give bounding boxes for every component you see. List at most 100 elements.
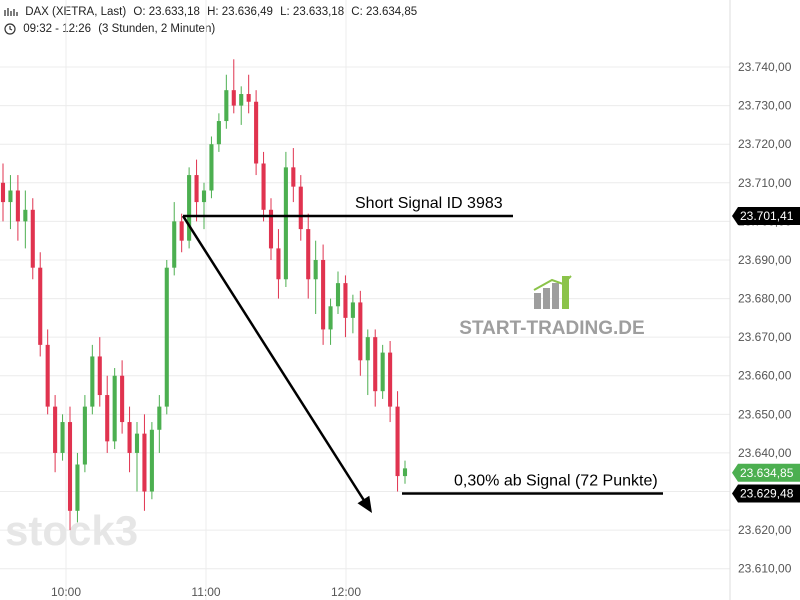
candle bbox=[142, 414, 147, 511]
candle-body bbox=[82, 406, 87, 465]
price-badge-bg bbox=[732, 206, 800, 225]
candle bbox=[179, 213, 184, 253]
candle-body bbox=[298, 186, 303, 230]
candle-body bbox=[380, 352, 385, 392]
high-value: H: 23.636,49 bbox=[207, 6, 273, 18]
trend-arrow bbox=[181, 215, 367, 504]
candle-body bbox=[350, 302, 355, 318]
start-trading-watermark: START-TRADING.DE bbox=[459, 318, 644, 339]
candle-body bbox=[291, 167, 296, 187]
candle bbox=[53, 395, 58, 473]
candle bbox=[395, 391, 400, 492]
candle bbox=[246, 74, 251, 114]
candle-body bbox=[321, 259, 326, 330]
candle-body bbox=[358, 302, 363, 361]
candle-body bbox=[90, 356, 95, 407]
candle-body bbox=[261, 163, 266, 210]
chart-menu-icon[interactable] bbox=[4, 7, 18, 17]
candle-body bbox=[216, 121, 221, 145]
y-tick-label: 23.640,00 bbox=[738, 446, 792, 460]
candle bbox=[8, 175, 13, 230]
candle-body bbox=[97, 356, 102, 396]
stock3-watermark: stock3 bbox=[5, 507, 138, 554]
x-tick-label: 12:00 bbox=[331, 585, 361, 599]
candle bbox=[75, 452, 80, 523]
time-range-row: 09:32 - 12:26 (3 Stunden, 2 Minuten) bbox=[4, 23, 219, 35]
candle-body bbox=[246, 94, 251, 102]
start-trading-logo-icon bbox=[533, 275, 572, 309]
candle-body bbox=[67, 422, 73, 511]
candle bbox=[373, 329, 378, 407]
y-tick-label: 23.680,00 bbox=[738, 292, 792, 306]
price-badge: 23.701,41 bbox=[732, 206, 800, 225]
candle bbox=[388, 341, 393, 423]
candle bbox=[172, 202, 177, 276]
price-badges: 23.701,41 23.634,85 23.629,48 bbox=[732, 206, 800, 503]
annotations-group: Short Signal ID 3983 0,30% ab Signal (72… bbox=[181, 195, 663, 513]
short-signal-label: Short Signal ID 3983 bbox=[355, 195, 503, 212]
candle bbox=[239, 86, 244, 125]
candle-body bbox=[164, 267, 169, 407]
candle bbox=[261, 151, 266, 222]
candle bbox=[194, 159, 199, 222]
y-tick-label: 23.720,00 bbox=[738, 137, 792, 151]
candle bbox=[350, 294, 355, 334]
candle bbox=[298, 175, 303, 241]
price-badge-bg bbox=[732, 484, 800, 503]
instrument-name: DAX (XETRA, Last) bbox=[25, 6, 127, 18]
candle bbox=[201, 182, 207, 230]
candle-body bbox=[306, 229, 311, 280]
candle-body bbox=[373, 337, 378, 392]
candle bbox=[402, 460, 408, 484]
candle bbox=[164, 259, 169, 415]
candle-body bbox=[8, 190, 13, 203]
candle bbox=[0, 163, 6, 222]
candle-body bbox=[328, 306, 333, 330]
y-tick-label: 23.610,00 bbox=[738, 562, 792, 576]
candle-body bbox=[268, 209, 274, 249]
candle bbox=[97, 337, 102, 407]
candle-body bbox=[283, 167, 288, 280]
close-value: C: 23.634,85 bbox=[351, 6, 418, 18]
candle bbox=[60, 414, 65, 461]
candle bbox=[306, 213, 311, 299]
candle-body bbox=[75, 464, 80, 511]
duration: (3 Stunden, 2 Minuten) bbox=[98, 23, 216, 36]
candle-body bbox=[313, 259, 318, 280]
candle-body bbox=[335, 283, 341, 307]
candle bbox=[268, 198, 274, 260]
candle-body bbox=[187, 175, 192, 241]
candle-body bbox=[157, 406, 162, 430]
candle bbox=[67, 406, 73, 531]
candle bbox=[23, 190, 28, 249]
chart-header: DAX (XETRA, Last) O: 23.633,18 H: 23.636… bbox=[4, 6, 421, 18]
candle bbox=[291, 148, 296, 203]
candle-body bbox=[149, 429, 154, 492]
candle-body bbox=[209, 144, 214, 191]
x-tick-label: 11:00 bbox=[191, 585, 220, 599]
low-value: L: 23.633,18 bbox=[280, 6, 345, 18]
candle bbox=[15, 175, 20, 241]
candle-body bbox=[30, 209, 35, 268]
candle bbox=[134, 422, 140, 492]
candle bbox=[358, 290, 363, 376]
y-tick-label: 23.650,00 bbox=[738, 407, 792, 421]
candle bbox=[209, 136, 214, 199]
candle-body bbox=[105, 395, 110, 442]
price-badge-label: 23.634,85 bbox=[740, 466, 794, 480]
candle bbox=[276, 229, 281, 299]
candle bbox=[90, 344, 95, 415]
clock-icon bbox=[4, 23, 16, 35]
y-tick-label: 23.730,00 bbox=[738, 99, 792, 113]
candle bbox=[365, 329, 370, 396]
candle bbox=[224, 74, 229, 129]
candle bbox=[328, 298, 333, 345]
candle bbox=[313, 240, 318, 314]
candle-body bbox=[179, 221, 184, 241]
candle bbox=[45, 329, 50, 415]
candle bbox=[335, 271, 341, 314]
candle-body bbox=[231, 90, 236, 106]
candle bbox=[127, 406, 132, 473]
y-tick-label: 23.660,00 bbox=[738, 369, 792, 383]
